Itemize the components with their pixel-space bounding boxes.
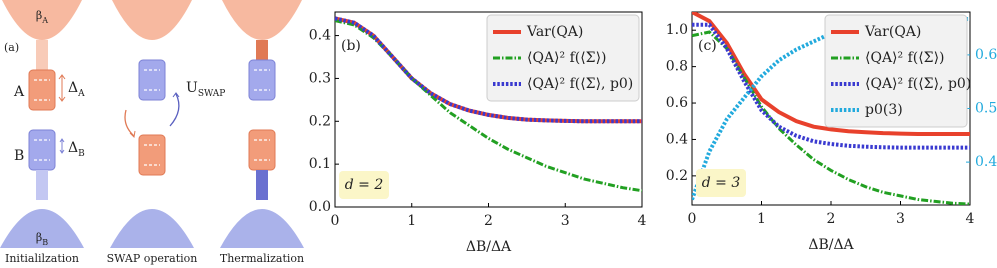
x-tick-label: 0 [688,211,697,227]
y2-tick-label: 0.5 [975,101,997,117]
y-tick-label: 0.3 [309,70,331,86]
y-tick-label: 0.4 [309,28,331,44]
y2-tick-label: 0.4 [975,154,997,170]
hot-bath [222,0,302,40]
caption: SWAP operation [107,252,198,265]
caption: Thermalization [220,252,304,265]
x-tick-label: 0 [331,213,340,229]
note-box [339,171,389,199]
system-b [248,59,276,101]
legend-label: ⟨QA⟩² f(⟨Σ⟩) [865,50,945,66]
system-a [28,69,56,111]
y-tick-label: 0.1 [309,156,331,172]
legend-label: p0(3) [865,102,903,118]
swap-arrow-head [172,92,180,98]
panel-label: (b) [341,38,361,54]
x-axis-label: ΔB/ΔA [466,239,512,255]
swap-arrow [124,109,135,137]
x-tick-label: 1 [757,211,766,227]
series-line [692,12,970,136]
caption: Initialilzation [5,252,79,265]
panel-label: (c) [698,38,717,54]
gap-label: ΔA [68,80,85,99]
bath-label: βB [36,231,48,247]
note: d = 3 [702,175,741,191]
y-tick-label: 0.0 [309,199,331,215]
y-tick-label: 0.4 [666,131,688,147]
system-label: A [13,84,25,100]
x-tick-label: 3 [896,211,905,227]
x-tick-label: 2 [484,213,493,229]
x-tick-label: 3 [561,213,570,229]
legend-label: ⟨QA⟩² f(⟨Σ⟩) [527,50,607,66]
x-tick-label: 2 [827,211,836,227]
series-line [335,16,642,124]
panel-label: (a) [4,41,19,54]
y-tick-label: 0.8 [666,59,688,75]
legend-label: Var(QA) [526,24,583,40]
swap-label: USWAP [186,80,225,99]
cold-bath [220,209,304,248]
x-tick-label: 4 [638,213,647,229]
legend-box [824,14,968,128]
x-tick-label: 1 [407,213,416,229]
gap-arrow [59,138,65,154]
coupling [36,40,48,70]
system-b [28,129,56,171]
y-tick-label: 0.6 [666,95,688,111]
bath-label: βA [36,9,48,25]
y2-tick-label: 0.6 [975,47,997,63]
legend-label: Var(QA) [864,24,921,40]
hot-bath [2,0,82,40]
diagram: (a) βA A ΔA B ΔB βB Initialilzation USWA… [0,0,304,265]
y-tick-label: 0.2 [309,113,331,129]
legend-label: ⟨QA⟩² f(⟨Σ⟩, p0) [527,76,633,92]
gap-arrow [58,74,66,102]
series-line [692,22,970,150]
system-label: B [14,148,24,164]
y-tick-label: 0.2 [666,168,688,184]
cold-bath [0,209,84,248]
x-tick-label: 4 [966,211,975,227]
system-a [248,129,276,171]
note-box [696,169,746,197]
swap-arrow-head [129,130,136,139]
system-b [138,59,166,101]
hot-bath [112,0,192,40]
swap-arrow [169,93,180,127]
legend-label: ⟨QA⟩² f(⟨Σ⟩, p0) [865,76,971,92]
coupling [256,40,268,60]
legend-box [486,14,640,102]
y-tick-label: 1.0 [666,22,688,38]
gap-label: ΔB [68,140,85,159]
coupling [256,170,268,200]
note: d = 2 [345,177,384,193]
coupling [36,170,48,200]
x-axis-label: ΔB/ΔA [808,237,854,253]
system-a [138,134,166,176]
cold-bath [110,209,194,248]
